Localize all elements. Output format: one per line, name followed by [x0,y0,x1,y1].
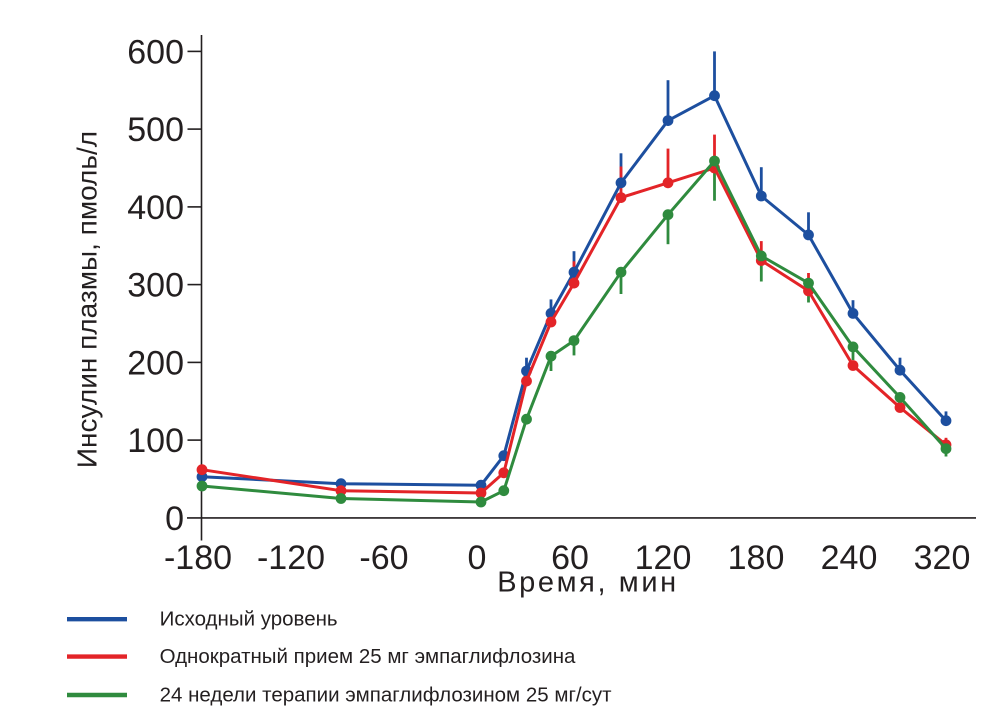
svg-text:Однократный прием 25 мг эмпагл: Однократный прием 25 мг эмпаглифлозина [160,645,576,668]
svg-text:600: 600 [127,33,184,71]
svg-text:60: 60 [551,539,589,577]
svg-text:-120: -120 [257,539,325,577]
svg-text:24 недели терапии эмпаглифлози: 24 недели терапии эмпаглифлозином 25 мг/… [160,684,613,707]
svg-text:0: 0 [468,539,487,577]
svg-text:Инсулин плазмы, пмоль/л: Инсулин плазмы, пмоль/л [72,131,103,468]
svg-text:400: 400 [127,189,184,227]
svg-text:320: 320 [914,539,971,577]
svg-text:200: 200 [127,344,184,382]
svg-text:Исходный уровень: Исходный уровень [160,608,338,631]
svg-text:Время, мин: Время, мин [497,566,679,598]
svg-text:-180: -180 [164,539,232,577]
svg-text:120: 120 [635,539,692,577]
svg-text:100: 100 [127,422,184,460]
svg-text:-60: -60 [359,539,408,577]
svg-text:500: 500 [127,111,184,149]
svg-text:180: 180 [728,539,785,577]
svg-text:300: 300 [127,267,184,305]
svg-text:0: 0 [165,500,184,538]
svg-text:240: 240 [821,539,878,577]
